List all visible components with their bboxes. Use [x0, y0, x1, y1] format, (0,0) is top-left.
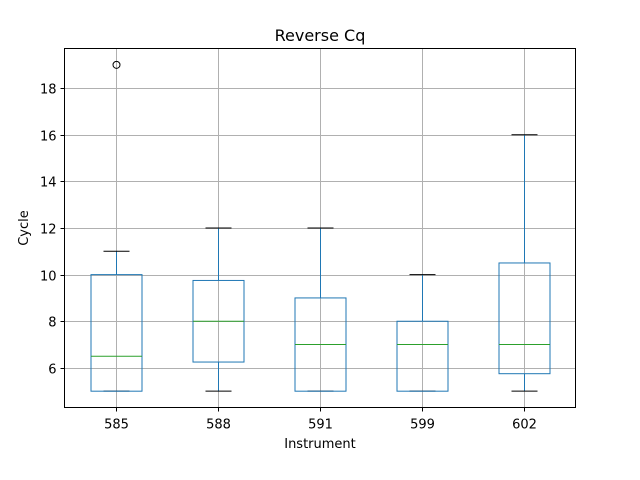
x-tick-label: 588 [206, 418, 231, 433]
chart-title: Reverse Cq [275, 26, 366, 45]
y-tick-label: 8 [48, 316, 56, 331]
box-iqr [90, 274, 143, 392]
box-group-591 [294, 227, 347, 392]
x-tick-label: 591 [308, 418, 333, 433]
y-tick-label: 6 [48, 363, 56, 378]
y-tick-label: 14 [40, 176, 57, 191]
box-iqr [498, 262, 551, 375]
y-tick-label: 10 [40, 270, 57, 285]
x-tick-label: 585 [104, 418, 129, 433]
y-tick-label: 18 [40, 83, 57, 98]
y-tick-label: 12 [40, 223, 57, 238]
x-tick-label: 599 [410, 418, 435, 433]
flier-point [112, 60, 121, 69]
box-group-588 [192, 227, 245, 392]
y-tick-label: 16 [40, 130, 57, 145]
box-group-585 [90, 60, 143, 392]
box-group-602 [498, 134, 551, 392]
box-iqr [396, 320, 449, 392]
box-group-599 [396, 274, 449, 392]
x-axis-label: Instrument [284, 437, 356, 452]
box-layer [90, 60, 551, 392]
y-axis-label: Cycle [17, 210, 32, 246]
x-tick-label: 602 [512, 418, 537, 433]
axis-layer: 585 588 591 599 602 6 8 10 12 14 16 18 [40, 83, 537, 433]
